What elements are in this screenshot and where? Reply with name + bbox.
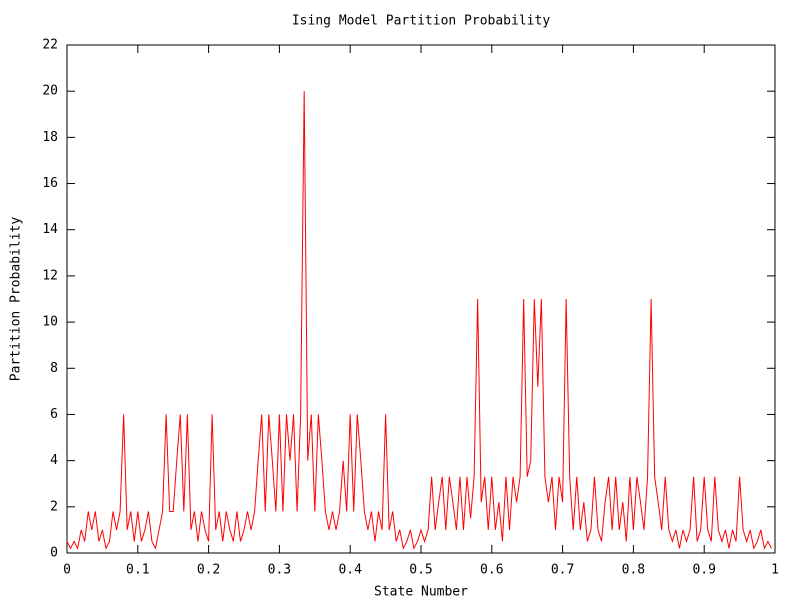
x-tick-label: 0.4 — [338, 563, 362, 578]
y-tick-label: 16 — [42, 176, 58, 191]
x-tick-label: 0.1 — [126, 563, 149, 578]
y-tick-label: 2 — [50, 499, 58, 514]
x-tick-label: 0.8 — [622, 563, 645, 578]
x-tick-label: 0.7 — [551, 563, 574, 578]
y-tick-label: 4 — [50, 453, 58, 468]
y-tick-label: 6 — [50, 407, 58, 422]
y-tick-label: 18 — [42, 130, 58, 145]
y-tick-label: 8 — [50, 361, 58, 376]
x-tick-label: 0.2 — [197, 563, 220, 578]
plot-frame — [66, 44, 776, 554]
data-line — [66, 91, 772, 550]
x-tick-label: 1 — [771, 563, 779, 578]
y-tick-label: 10 — [42, 315, 58, 330]
x-axis-label: State Number — [374, 585, 468, 600]
y-tick-label: 12 — [42, 268, 58, 283]
y-axis-label: Partition Probability — [9, 217, 24, 382]
x-tick-label: 0.3 — [268, 563, 291, 578]
chart-title: Ising Model Partition Probability — [292, 14, 550, 29]
x-tick-label: 0 — [63, 563, 71, 578]
x-tick-label: 0.5 — [409, 563, 432, 578]
y-tick-label: 20 — [42, 84, 58, 99]
x-tick-label: 0.9 — [692, 563, 715, 578]
y-tick-label: 0 — [50, 546, 58, 561]
y-tick-label: 22 — [42, 38, 58, 53]
x-tick-label: 0.6 — [480, 563, 503, 578]
y-tick-label: 14 — [42, 222, 58, 237]
